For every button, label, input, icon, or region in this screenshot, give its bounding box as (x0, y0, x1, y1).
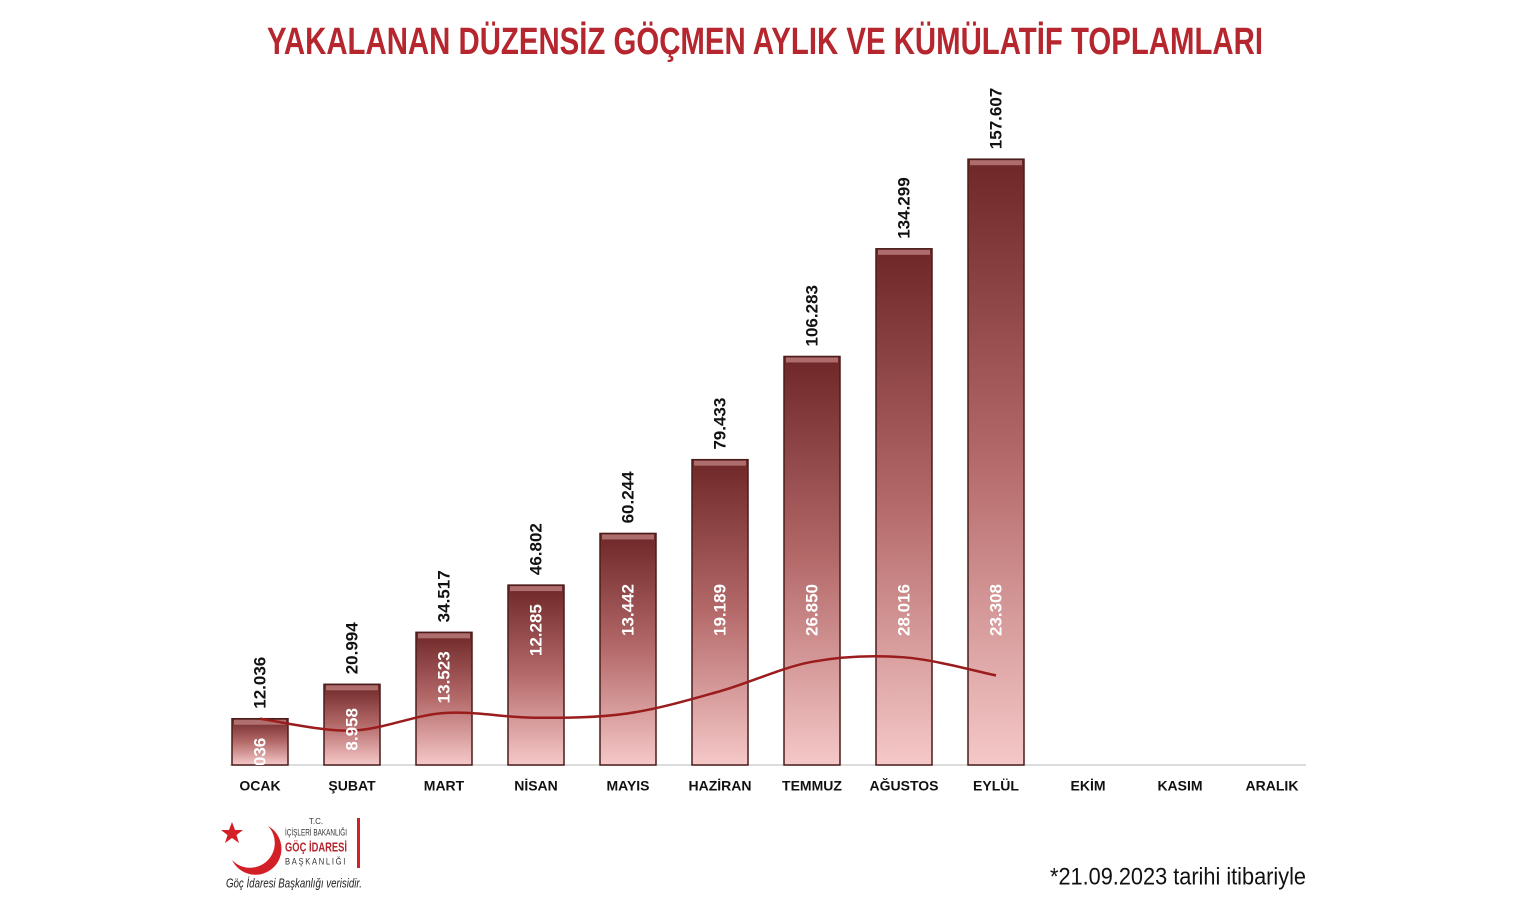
x-tick-label: EKİM (1071, 778, 1106, 794)
line (259, 654, 997, 732)
bar (507, 584, 565, 766)
x-tick-label: OCAK (239, 778, 280, 794)
bar-highlight (878, 249, 930, 255)
bar-highlight (234, 719, 286, 725)
data-label: 13.523 (434, 651, 453, 703)
data-label: 46.802 (526, 523, 545, 575)
bar-highlight (970, 160, 1022, 166)
data-label: 106.283 (802, 285, 821, 346)
data-label: 13.442 (618, 584, 637, 636)
bar (783, 355, 841, 766)
footnote: *21.09.2023 tarihi itibariyle (1050, 863, 1306, 890)
x-tick-label: NİSAN (514, 778, 558, 794)
logo-text: T.C. (309, 817, 323, 826)
bar-highlight (786, 357, 838, 363)
logo-bar (357, 818, 360, 868)
inner-labels: 12.036 8.958 13.523 12.285 13.442 19.189 26.85… (250, 584, 1005, 790)
data-label: 157.607 (986, 88, 1005, 149)
chart-title: YAKALANAN DÜZENSİZ GÖÇMEN AYLIK VE KÜMÜL… (267, 20, 1263, 63)
data-label: 34.517 (434, 570, 453, 622)
logo-crescent (232, 826, 282, 875)
logo-text: İÇİŞLERİ BAKANLIĞI (285, 827, 347, 837)
data-label: 19.189 (710, 584, 729, 636)
bar-highlight (602, 534, 654, 540)
bar-highlight (510, 586, 562, 592)
bar-highlight (326, 685, 378, 691)
x-tick-label: TEMMUZ (782, 778, 842, 794)
x-tick-label: EYLÜL (973, 778, 1019, 794)
data-label: 12.036 (250, 657, 269, 709)
data-label: 20.994 (342, 622, 361, 675)
data-label: 134.299 (894, 177, 913, 238)
data-label: 12.036 (250, 738, 269, 790)
bar (875, 248, 933, 766)
logo-text: BAŞKANLIĞI (285, 856, 347, 866)
bar (415, 631, 473, 766)
data-label: 26.850 (802, 584, 821, 636)
x-tick-label: MART (424, 778, 465, 794)
x-tick-label: MAYIS (606, 778, 649, 794)
x-tick-label: ŞUBAT (328, 778, 376, 794)
x-tick-label: ARALIK (1246, 778, 1299, 794)
bar-highlight (694, 460, 746, 466)
x-tick-label: AĞUSTOS (870, 777, 939, 794)
data-label: 8.958 (342, 708, 361, 751)
logo-star (221, 822, 243, 843)
data-label: 79.433 (710, 398, 729, 450)
bar (967, 158, 1025, 766)
bar (691, 458, 749, 766)
logo: T.C. İÇİŞLERİ BAKANLIĞI GÖÇ İDARESİ BAŞK… (221, 817, 362, 890)
data-label: 28.016 (894, 584, 913, 636)
bar (599, 532, 657, 766)
source-text: Göç İdaresi Başkanlığı verisidir. (226, 875, 362, 890)
data-label: 60.244 (618, 471, 637, 524)
bar-highlight (418, 633, 470, 639)
x-tick-label: KASIM (1157, 778, 1202, 794)
bar (231, 717, 289, 766)
data-label: 12.285 (526, 604, 545, 656)
bar (323, 683, 381, 766)
data-label: 23.308 (986, 584, 1005, 636)
x-tick-label: HAZİRAN (689, 778, 752, 794)
logo-text: GÖÇ İDARESİ (285, 839, 347, 854)
